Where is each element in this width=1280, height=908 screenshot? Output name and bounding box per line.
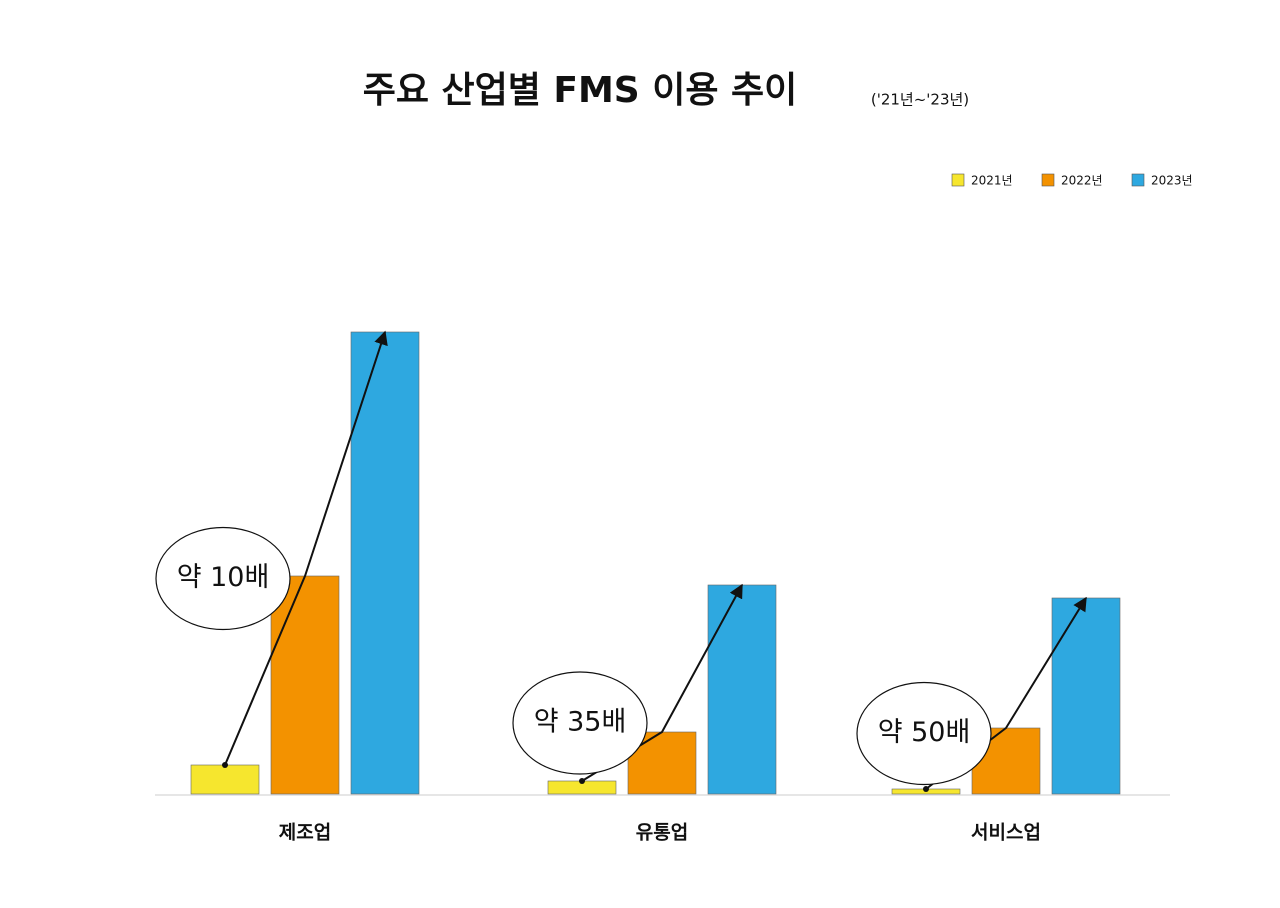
annotation-bubble [856,681,992,786]
x-tick-label: 서비스업 [971,822,1041,844]
annotation-bubble [155,526,291,631]
chart-subtitle: ('21년~'23년) [871,91,969,109]
trend-arrow [224,330,388,766]
annotation: 약 50배 [878,717,971,748]
legend-label: 2021년 [971,174,1013,188]
legend-swatch [1131,173,1145,187]
chart-title: 주요 산업별 FMS 이용 추이 [363,70,798,111]
bar [350,331,420,795]
bar [270,575,340,795]
x-tick-label: 유통업 [636,822,688,844]
legend-swatch [951,173,965,187]
annotation: 약 10배 [177,562,270,593]
annotation-bubble [512,671,648,775]
legend-label: 2023년 [1151,174,1193,188]
legend-swatch [1041,173,1055,187]
bar [190,764,260,795]
bar [707,584,777,795]
legend-label: 2022년 [1061,174,1103,188]
x-tick-label: 제조업 [279,822,331,844]
bar [1051,597,1121,795]
annotation: 약 35배 [534,707,627,738]
